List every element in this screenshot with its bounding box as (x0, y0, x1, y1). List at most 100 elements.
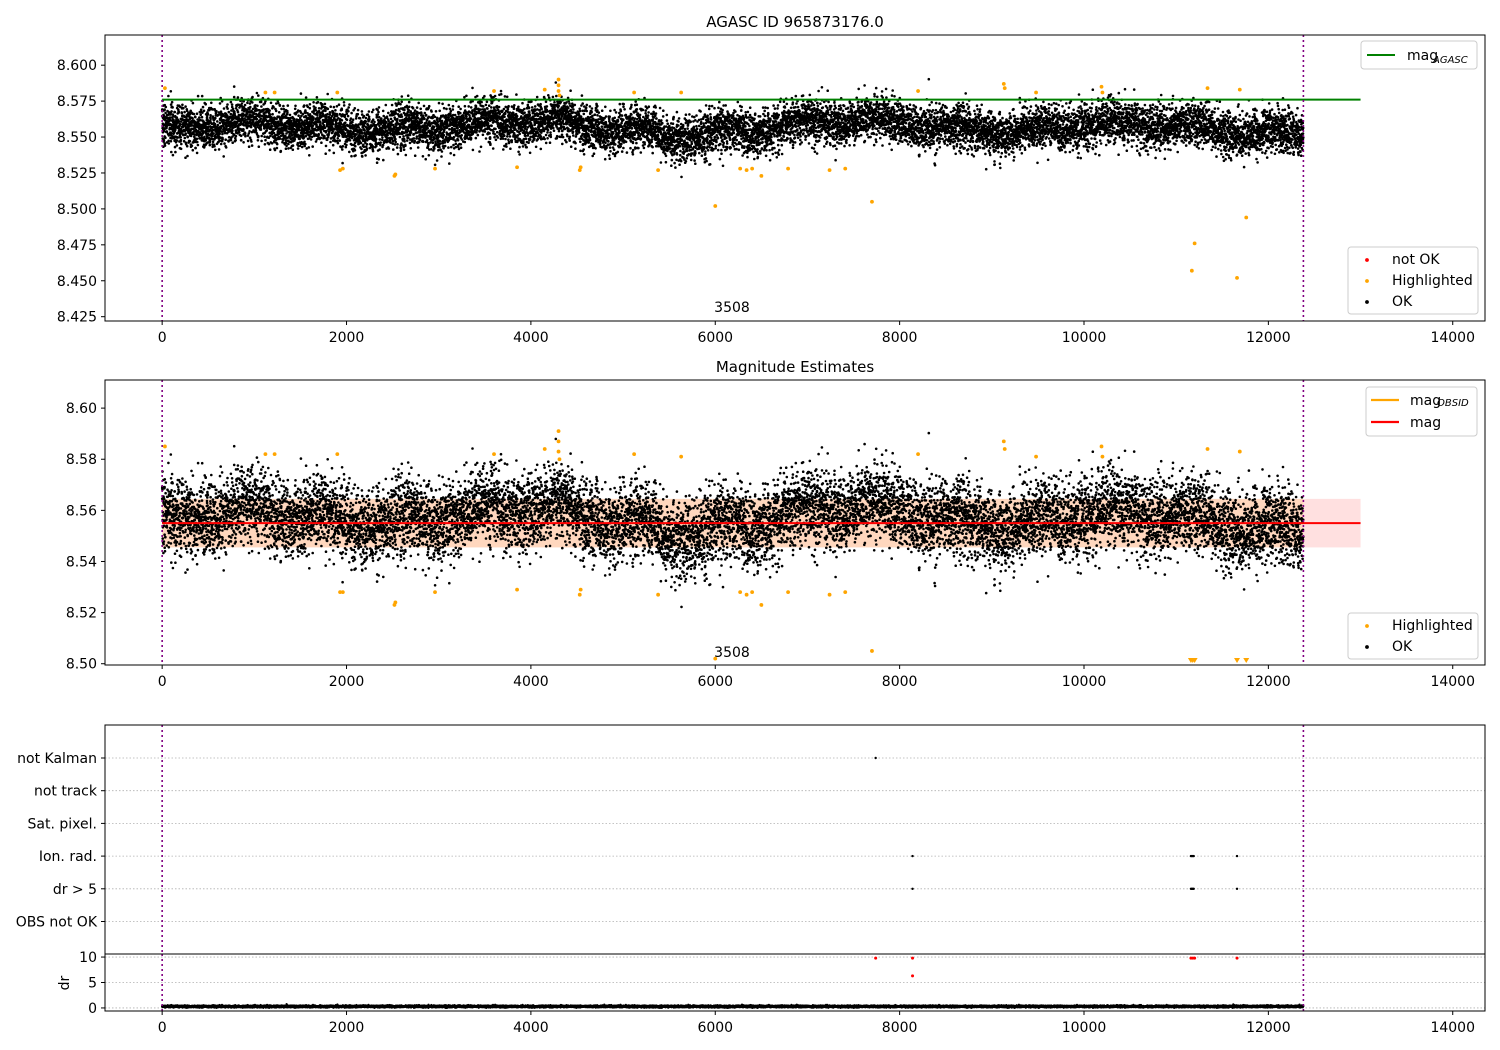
agasc-ok-point (493, 136, 496, 139)
agasc-ok-point (507, 141, 511, 145)
agasc-ok-point (456, 138, 460, 142)
agasc-ok-point (507, 104, 510, 108)
agasc-ok-point (487, 125, 491, 128)
agasc-ok-point (568, 102, 571, 105)
agasc-ok-point (171, 153, 175, 157)
agasc-ok-point (200, 94, 204, 98)
agasc-ok-point (424, 113, 428, 117)
agasc-ok-point (596, 114, 599, 117)
agasc-ok-point (365, 147, 369, 151)
agasc-ok-point (462, 116, 466, 120)
agasc-ok-point (530, 106, 534, 109)
agasc-ok-point (481, 133, 485, 137)
agasc-ok-point (343, 132, 347, 135)
agasc-ok-point (288, 113, 292, 117)
agasc-ok-point (501, 137, 505, 140)
agasc-ok-point (614, 111, 618, 114)
agasc-ok-point (438, 145, 441, 149)
agasc-ok-point (344, 145, 348, 149)
agasc-ok-point (301, 112, 305, 116)
agasc-ok-point (256, 139, 260, 142)
agasc-ok-point (560, 117, 563, 120)
agasc-ok-point (407, 100, 411, 104)
agasc-ok-point (533, 105, 537, 108)
agasc-ok-point (546, 131, 549, 134)
agasc-ok-point (271, 112, 274, 116)
agasc-ok-point (332, 105, 336, 109)
agasc-ok-point (434, 110, 438, 113)
agasc-ok-point (468, 114, 471, 117)
agasc-ok-point (590, 111, 593, 114)
agasc-ok-point (594, 131, 597, 134)
agasc-ok-point (604, 141, 607, 144)
agasc-ok-point (402, 148, 406, 151)
agasc-ok-point (616, 150, 620, 154)
agasc-ok-point (579, 149, 582, 153)
agasc-ok-point (505, 142, 508, 146)
agasc-ok-point (182, 133, 185, 137)
agasc-ok-point (463, 123, 466, 126)
agasc-ok-point (431, 116, 435, 120)
agasc-ok-point (496, 136, 500, 139)
agasc-ok-point (399, 147, 403, 150)
agasc-ok-point (297, 114, 300, 117)
agasc-ok-point (324, 152, 328, 155)
agasc-ok-point (533, 137, 536, 140)
agasc-ok-point (208, 143, 212, 147)
agasc-ok-point (341, 145, 345, 148)
agasc-ok-point (168, 116, 172, 119)
agasc-ok-point (609, 150, 612, 153)
agasc-ok-point (177, 110, 181, 114)
agasc-ok-point (403, 108, 406, 112)
agasc-ok-point (321, 103, 324, 106)
agasc-ok-point (421, 140, 425, 143)
agasc-ok-point (574, 147, 577, 150)
agasc-ok-point (199, 118, 202, 122)
agasc-ok-point (574, 141, 577, 145)
agasc-ok-point (317, 107, 321, 110)
agasc-ok-point (302, 104, 306, 107)
agasc-ok-point (378, 148, 381, 151)
agasc-ok-point (270, 124, 274, 128)
agasc-ok-point (518, 153, 521, 156)
agasc-ok-point (469, 117, 473, 120)
agasc-ok-point (360, 147, 363, 151)
agasc-ok-point (449, 109, 453, 113)
agasc-ok-point (612, 132, 615, 135)
agasc-ok-point (335, 114, 339, 118)
agasc-ok-point (546, 110, 550, 113)
agasc-ok-point (432, 125, 436, 129)
agasc-ok-point (590, 107, 594, 110)
agasc-ok-point (377, 157, 381, 161)
agasc-ok-point (494, 138, 498, 142)
agasc-ok-point (275, 142, 279, 146)
agasc-ok-point (400, 95, 404, 98)
agasc-ok-point (474, 136, 478, 140)
agasc-ok-point (608, 157, 612, 160)
agasc-ok-point (502, 148, 505, 151)
agasc-ok-point (560, 133, 564, 137)
agasc-ok-point (376, 113, 380, 116)
agasc-ok-point (459, 107, 462, 111)
agasc-ok-point (325, 115, 328, 119)
agasc-ok-point (608, 115, 611, 118)
agasc-ok-point (234, 139, 237, 142)
agasc-ok-point (517, 150, 520, 154)
agasc-ok-point (298, 137, 302, 141)
agasc-ok-point (568, 135, 572, 139)
agasc-ok-point (319, 131, 323, 134)
agasc-ok-point (294, 104, 297, 108)
agasc-ok-point (357, 142, 361, 146)
agasc-ok-point (524, 137, 528, 140)
agasc-ok-point (188, 139, 192, 143)
agasc-ok-point (163, 144, 167, 147)
agasc-ok-point (272, 131, 276, 135)
agasc-ok-point (173, 145, 177, 149)
agasc-ok-point (175, 116, 179, 119)
agasc-ok-point (268, 109, 271, 112)
agasc-ok-point (362, 145, 366, 149)
agasc-ok-point (551, 95, 555, 99)
agasc-ok-point (292, 117, 296, 121)
agasc-ok-point (475, 94, 479, 98)
agasc-ok-point (559, 100, 562, 104)
